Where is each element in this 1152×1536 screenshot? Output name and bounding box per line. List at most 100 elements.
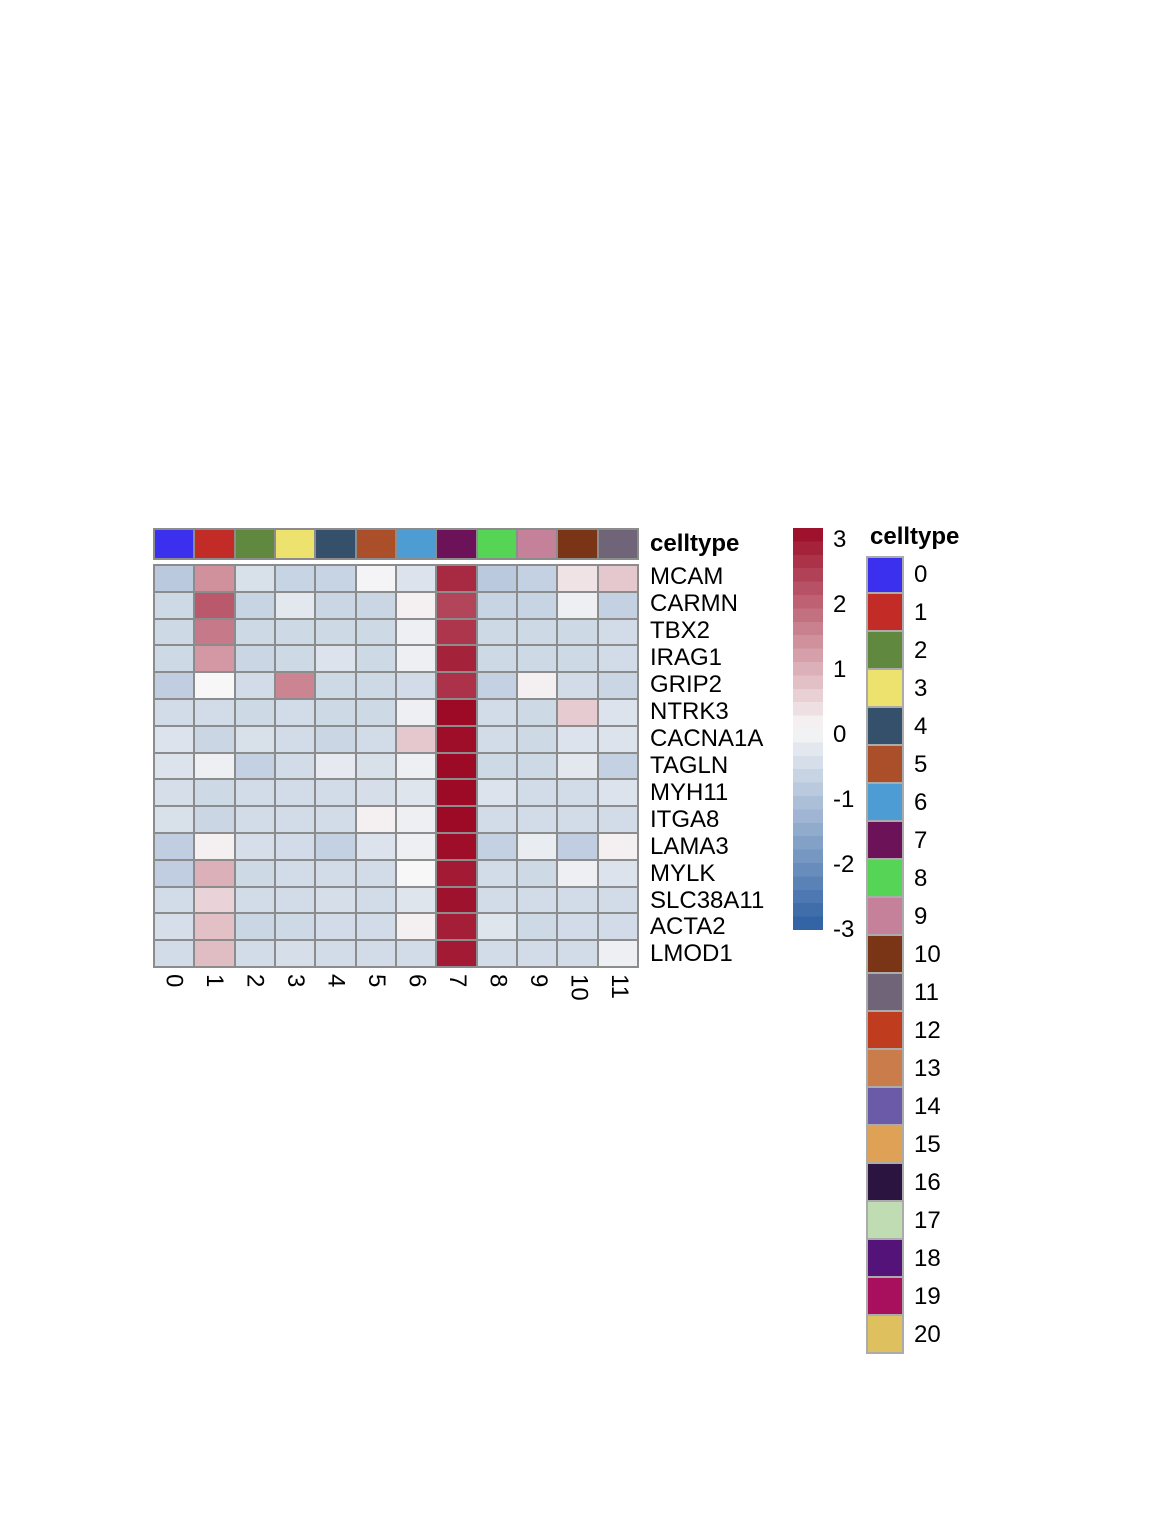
heatmap-cell — [155, 566, 194, 591]
legend-label: 10 — [914, 941, 941, 968]
heatmap-cell — [517, 914, 557, 940]
heatmap-cell — [477, 646, 516, 672]
column-label-text: 5 — [362, 974, 390, 988]
heatmap-cell — [235, 914, 274, 940]
legend-label: 16 — [914, 1169, 941, 1196]
column-label-text: 9 — [524, 974, 552, 988]
legend-swatch — [866, 858, 904, 898]
heatmap-cell — [275, 726, 315, 752]
annotation-cell-celltype-4 — [316, 530, 355, 558]
heatmap-cell — [396, 914, 436, 940]
row-labels: MCAM CARMN TBX2 IRAG1 GRIP2 NTRK3 CACNA1A TAGLN… — [650, 563, 764, 968]
heatmap-cell — [437, 646, 476, 672]
legend-label: 7 — [914, 827, 928, 854]
heatmap-cell — [558, 807, 597, 832]
heatmap-cell — [477, 566, 516, 591]
heatmap-cell — [517, 566, 557, 591]
legend-swatch — [866, 668, 904, 708]
heatmap-cell — [316, 646, 355, 672]
legend-item-celltype-13: 13 — [866, 1048, 941, 1088]
heatmap-cell — [316, 726, 355, 752]
column-label-text: 8 — [484, 974, 512, 988]
heatmap-cell — [235, 646, 274, 672]
heatmap-cell — [558, 619, 597, 645]
heatmap-cell — [356, 887, 395, 913]
legend-swatch — [866, 1200, 904, 1240]
heatmap-cell — [477, 699, 516, 725]
heatmap-cell — [558, 833, 597, 859]
heatmap-cell — [437, 619, 476, 645]
heatmap-cell — [195, 726, 234, 752]
heatmap-cell — [195, 807, 234, 832]
heatmap-cell — [235, 860, 274, 886]
legend-label: 15 — [914, 1131, 941, 1158]
heatmap-cell — [275, 833, 315, 859]
legend-label: 19 — [914, 1283, 941, 1310]
row-label: MYH11 — [650, 778, 729, 806]
legend-swatch — [866, 706, 904, 746]
row-label: CACNA1A — [650, 724, 764, 752]
heatmap-cell — [437, 699, 476, 725]
column-label: 2 — [234, 974, 275, 1034]
heatmap-cell — [356, 673, 395, 698]
heatmap-cell — [316, 673, 355, 698]
heatmap-cell — [598, 887, 637, 913]
heatmap-cell — [477, 887, 516, 913]
legend-item-celltype-6: 6 — [866, 782, 941, 822]
heatmap-cell — [195, 646, 234, 672]
legend-item-celltype-11: 11 — [866, 972, 941, 1012]
heatmap-cell — [477, 780, 516, 806]
legend-item-celltype-16: 16 — [866, 1162, 941, 1202]
heatmap-cell — [275, 619, 315, 645]
heatmap-cell — [396, 592, 436, 618]
legend-label: 2 — [914, 637, 928, 664]
heatmap-cell — [598, 726, 637, 752]
legend-label: 20 — [914, 1321, 941, 1348]
column-label: 3 — [275, 974, 316, 1034]
heatmap-cell — [275, 673, 315, 698]
colorbar-tick: 2 — [833, 590, 847, 618]
heatmap-cell — [517, 753, 557, 779]
heatmap-cell — [235, 753, 274, 779]
heatmap-cell — [275, 887, 315, 913]
heatmap-cell — [316, 780, 355, 806]
annotation-cell-celltype-1 — [195, 530, 234, 558]
heatmap-cell — [195, 699, 234, 725]
heatmap-cell — [477, 807, 516, 832]
heatmap-cell — [316, 914, 355, 940]
heatmap-cell — [235, 807, 274, 832]
heatmap-cell — [356, 726, 395, 752]
legend-swatch — [866, 1314, 904, 1354]
heatmap-cell — [558, 914, 597, 940]
row-label: NTRK3 — [650, 698, 729, 726]
heatmap-cell — [356, 592, 395, 618]
legend-swatch — [866, 1238, 904, 1278]
annotation-cell-celltype-0 — [155, 530, 194, 558]
heatmap-cell — [477, 619, 516, 645]
heatmap-cell — [598, 807, 637, 832]
heatmap-cell — [517, 807, 557, 832]
heatmap-cell — [396, 753, 436, 779]
heatmap-cell — [558, 673, 597, 698]
column-label: 5 — [356, 974, 397, 1034]
heatmap-cell — [517, 699, 557, 725]
heatmap-cell — [195, 941, 234, 966]
column-labels: 0 1 2 3 4 5 6 7 8 9 10 11 — [153, 974, 639, 1034]
heatmap-cell — [437, 887, 476, 913]
column-label-text: 11 — [605, 974, 633, 999]
heatmap-cell — [437, 592, 476, 618]
heatmap-cell — [517, 860, 557, 886]
heatmap-cell — [235, 673, 274, 698]
heatmap-cell — [316, 566, 355, 591]
heatmap-cell — [275, 566, 315, 591]
heatmap-cell — [437, 673, 476, 698]
column-label: 4 — [315, 974, 356, 1034]
heatmap-cell — [235, 592, 274, 618]
legend-item-celltype-7: 7 — [866, 820, 941, 860]
legend-item-celltype-8: 8 — [866, 858, 941, 898]
heatmap-cell — [195, 914, 234, 940]
heatmap-cell — [396, 833, 436, 859]
heatmap-cell — [396, 699, 436, 725]
heatmap-cell — [155, 833, 194, 859]
